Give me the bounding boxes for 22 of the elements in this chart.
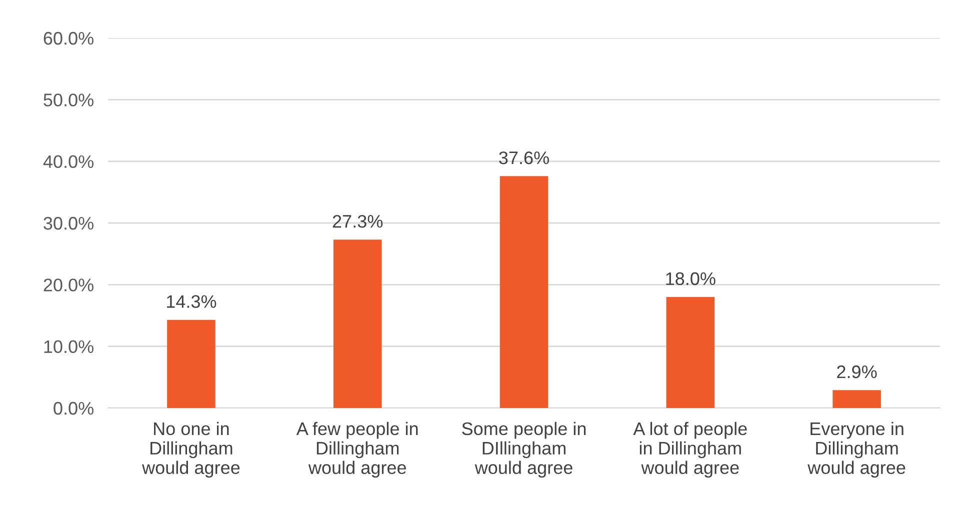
- x-tick-label: Everyone in Dillingham would agree: [808, 422, 906, 478]
- bar: [500, 176, 548, 408]
- x-tick-label: No one in Dillingham would agree: [142, 422, 240, 478]
- y-tick-label: 50.0%: [44, 94, 94, 106]
- y-tick-label: 0.0%: [54, 402, 94, 415]
- y-tick-label: 20.0%: [44, 278, 94, 292]
- y-tick-label: 60.0%: [44, 32, 94, 45]
- data-label: 37.6%: [499, 151, 549, 164]
- data-label: 18.0%: [666, 272, 716, 286]
- bar: [832, 390, 881, 408]
- data-label: 2.9%: [837, 365, 877, 378]
- bar: [333, 240, 382, 408]
- y-tick-label: 40.0%: [43, 155, 94, 168]
- data-label: 27.3%: [332, 214, 383, 228]
- data-label: 14.3%: [166, 295, 216, 308]
- y-tick-label: 10.0%: [44, 340, 94, 354]
- y-tick-label: 30.0%: [44, 216, 94, 230]
- x-tick-label: A lot of people in Dillingham would agree: [633, 422, 747, 478]
- bar: [666, 297, 715, 408]
- x-tick-label: Some people in DIllingham would agree: [462, 422, 586, 478]
- bar: [167, 320, 216, 408]
- x-tick-label: A few people in Dillingham would agree: [296, 422, 418, 478]
